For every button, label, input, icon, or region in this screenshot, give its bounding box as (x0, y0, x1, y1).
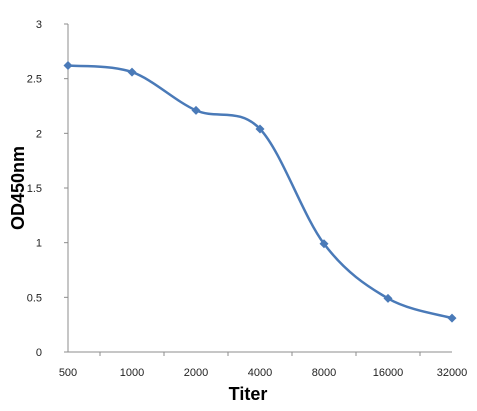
data-point-marker (255, 124, 265, 134)
y-tick-label: 0 (36, 347, 42, 359)
x-tick-label: 500 (59, 367, 77, 379)
x-tick-label: 2000 (184, 367, 208, 379)
axes (64, 23, 452, 356)
y-tick-label: 2 (36, 128, 42, 140)
series-line (67, 64, 453, 320)
y-tick-label: 1.5 (27, 183, 42, 195)
y-tick-label: 2.5 (27, 74, 42, 86)
y-tick-label: 1 (36, 238, 42, 250)
x-tick-label: 1000 (120, 367, 144, 379)
x-axis-title: Titer (229, 384, 268, 404)
data-point-marker (191, 105, 201, 115)
x-tick-label: 16000 (373, 367, 404, 379)
y-tick-labels: 0 0.5 1 1.5 2 2.5 3 (27, 19, 42, 359)
data-point-marker (319, 239, 329, 249)
data-point-marker (447, 313, 457, 323)
data-point-marker (383, 293, 393, 303)
x-tick-label: 4000 (248, 367, 272, 379)
x-tick-labels: 500 1000 2000 4000 8000 16000 32000 (59, 367, 467, 379)
y-tick-label: 3 (36, 19, 42, 31)
data-point-marker (127, 67, 137, 77)
data-point-marker (63, 61, 73, 71)
data-series (63, 61, 457, 323)
y-tick-label: 0.5 (27, 292, 42, 304)
y-axis-title: OD450nm (8, 146, 28, 230)
x-tick-label: 32000 (437, 367, 468, 379)
x-tick-label: 8000 (312, 367, 336, 379)
